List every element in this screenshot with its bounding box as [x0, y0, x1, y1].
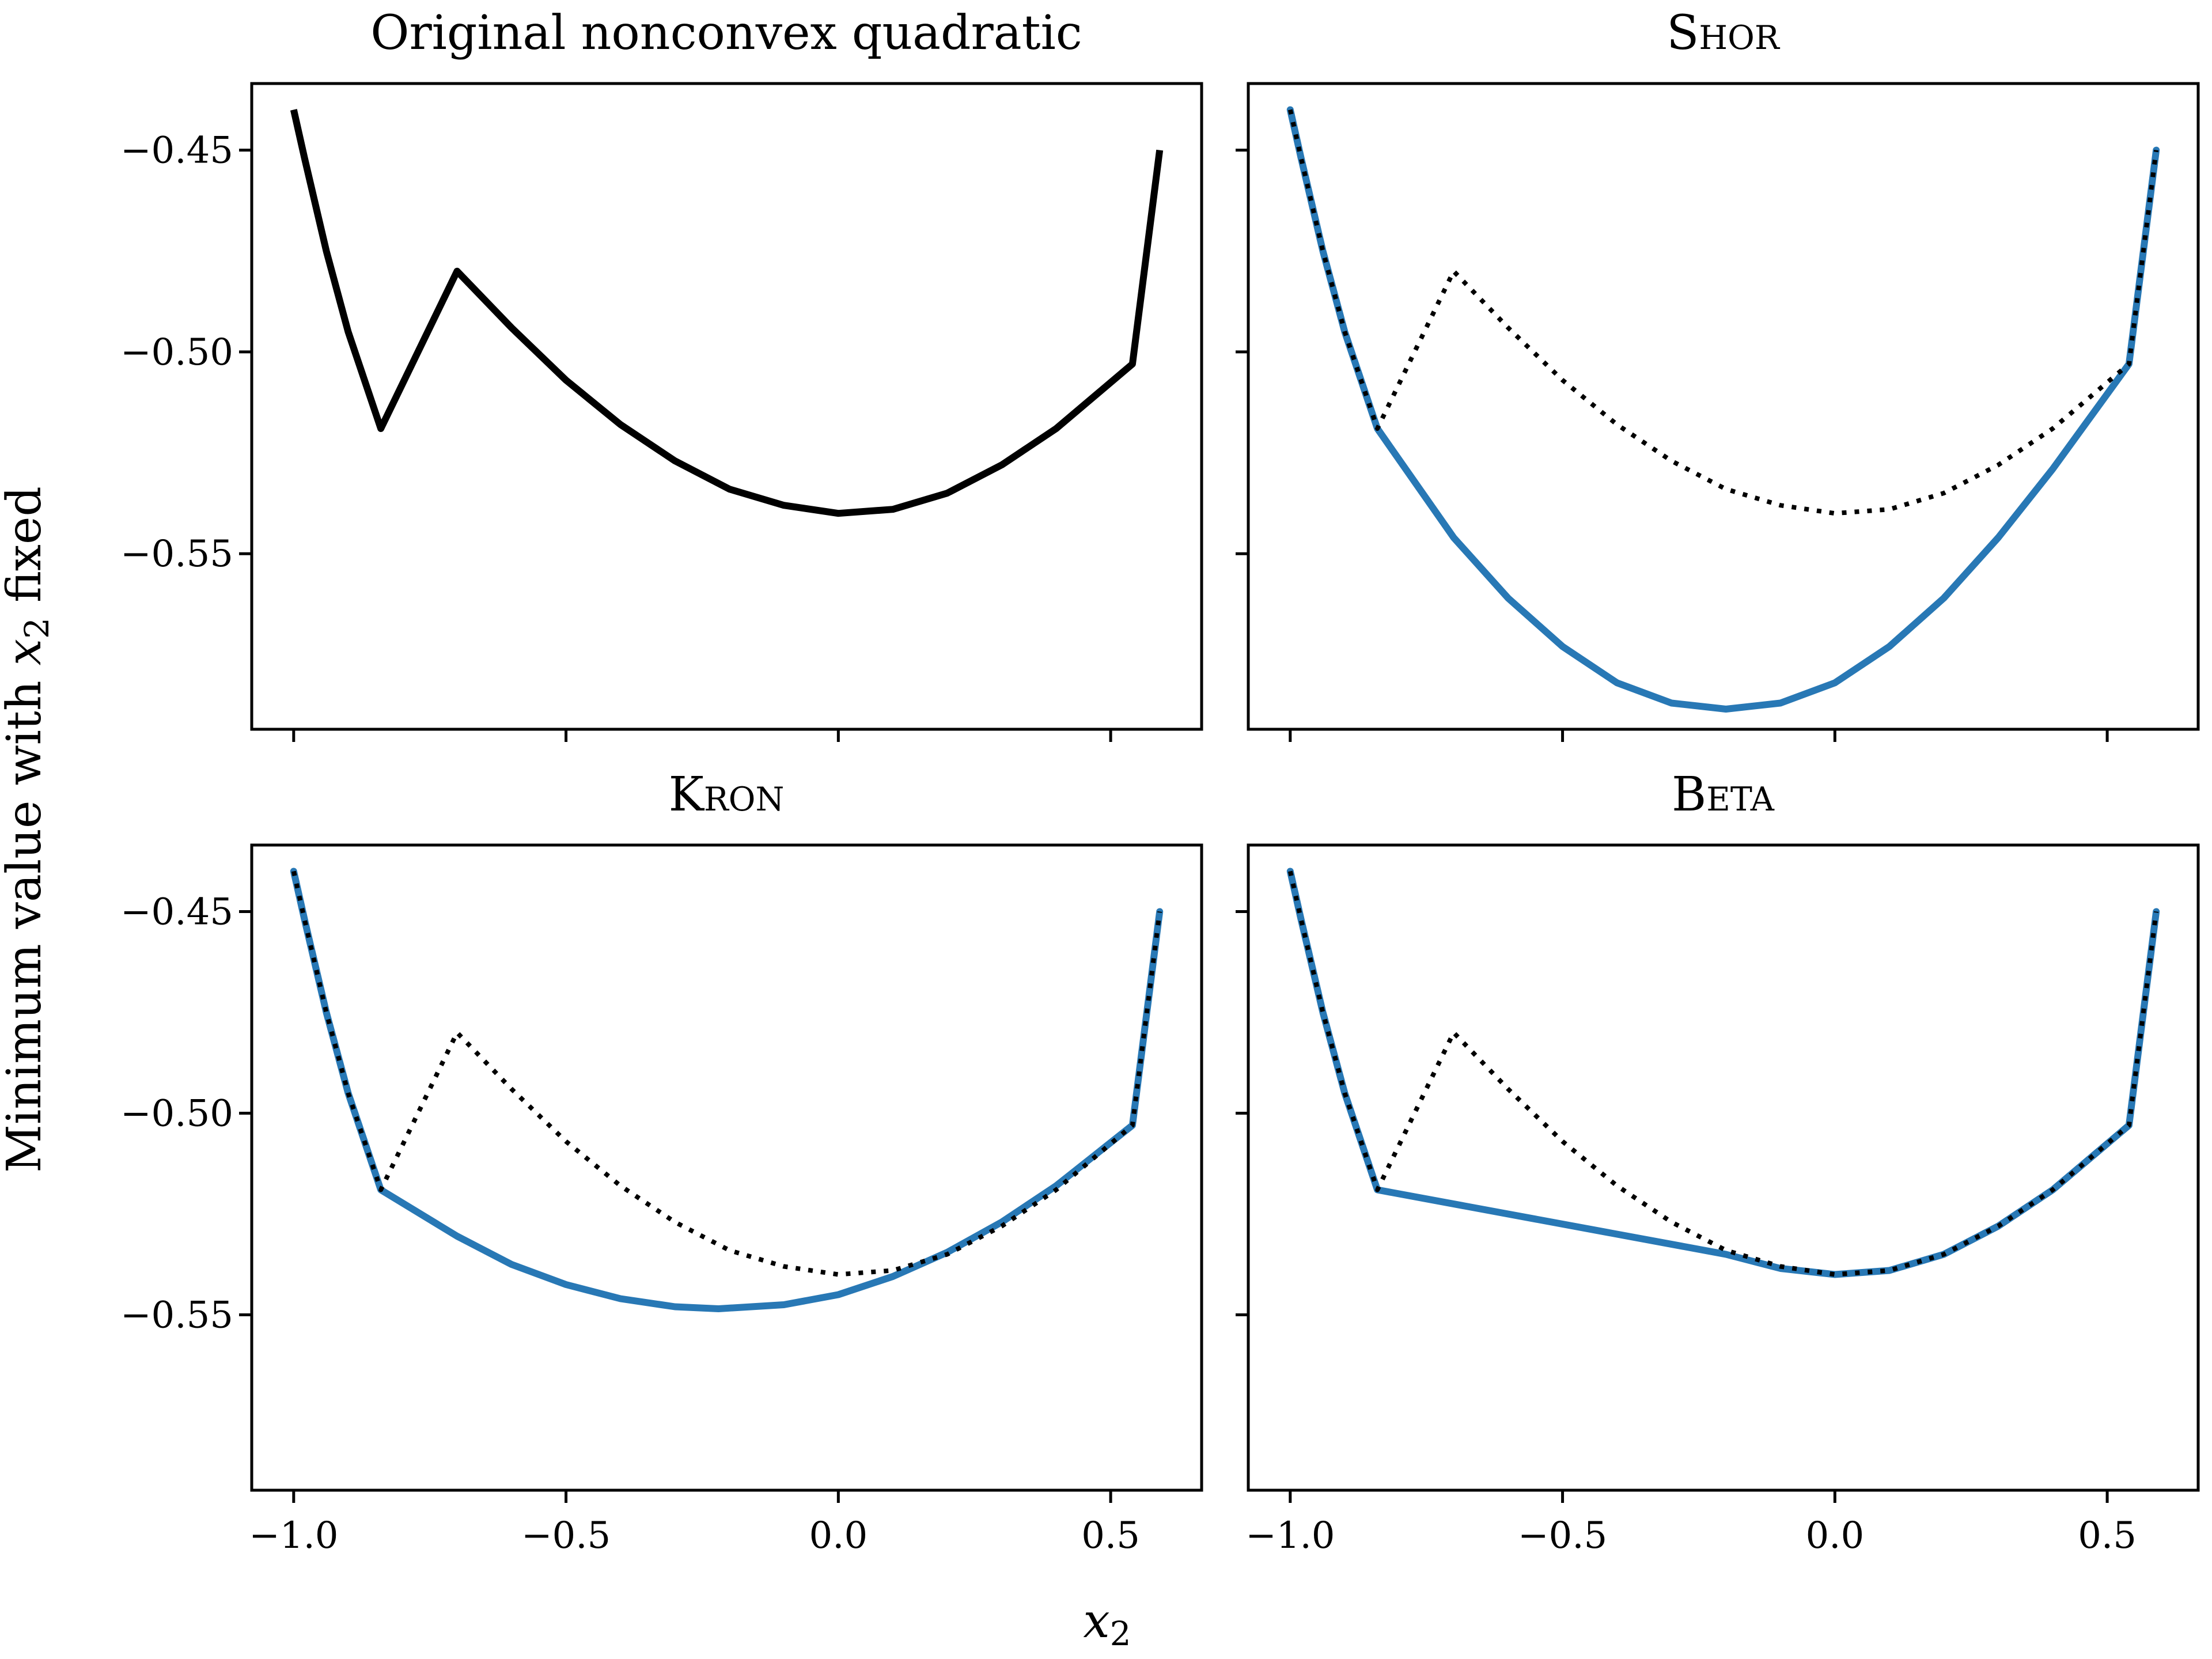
- panel-kron: Kron −0.45 −0.50 −0.55 −1.0 −0.5 0.0 0.5: [120, 767, 1203, 1557]
- series-line-original: [1287, 109, 2159, 516]
- y-tick-label: −0.45: [120, 130, 233, 172]
- series-line-kron-relaxation: [290, 868, 1164, 1312]
- y-tick-label: −0.50: [120, 1093, 233, 1135]
- panel-title-beta: Beta: [1672, 767, 1775, 822]
- panel-title-kron: Kron: [669, 767, 785, 822]
- panel-title-original: Original nonconvex quadratic: [370, 6, 1082, 60]
- y-tick-label: −0.50: [120, 331, 233, 374]
- y-axis-label-var: x: [0, 639, 52, 665]
- x-axis-label-sub: 2: [1110, 1614, 1131, 1653]
- series-line-original: [290, 109, 1164, 517]
- x-tick-label: 0.0: [1805, 1514, 1864, 1557]
- y-axis-label-suffix: fixed: [0, 486, 52, 618]
- panel-frame-kron: [250, 843, 1203, 1492]
- x-tick-label: 0.5: [2078, 1514, 2137, 1557]
- x-tick-label: −0.5: [1518, 1514, 1607, 1557]
- y-axis-label-prefix: Minimum value with: [0, 665, 52, 1173]
- x-tick-label: −1.0: [1245, 1514, 1335, 1557]
- panel-beta: Beta −1.0 −0.5 0.0 0.5: [1236, 767, 2200, 1557]
- panel-frame-shor: [1247, 82, 2200, 731]
- x-axis-label-var: x: [1083, 1594, 1109, 1649]
- panel-frame-original: [250, 82, 1203, 731]
- panel-original: Original nonconvex quadratic −0.45 −0.50 −…: [120, 6, 1203, 742]
- y-tick-label: −0.55: [120, 1294, 233, 1337]
- panel-frame-beta: [1247, 843, 2200, 1492]
- panel-shor: Shor: [1236, 6, 2200, 742]
- y-axis-label-sub: 2: [17, 618, 56, 639]
- y-tick-label: −0.55: [120, 533, 233, 575]
- x-axis-label: x2: [1083, 1594, 1131, 1653]
- x-tick-label: −1.0: [249, 1514, 338, 1557]
- series-line-beta-relaxation: [1286, 868, 2160, 1278]
- series-line-original: [1287, 870, 2159, 1277]
- x-tick-label: −0.5: [521, 1514, 611, 1557]
- x-tick-label: 0.0: [809, 1514, 868, 1557]
- series-line-original: [291, 870, 1162, 1277]
- x-tick-label: 0.5: [1081, 1514, 1140, 1557]
- y-tick-label: −0.45: [120, 891, 233, 934]
- series-line-shor-relaxation: [1286, 106, 2160, 713]
- panel-title-shor: Shor: [1666, 6, 1781, 60]
- y-axis-label: Minimum value with x2 fixed: [0, 486, 56, 1173]
